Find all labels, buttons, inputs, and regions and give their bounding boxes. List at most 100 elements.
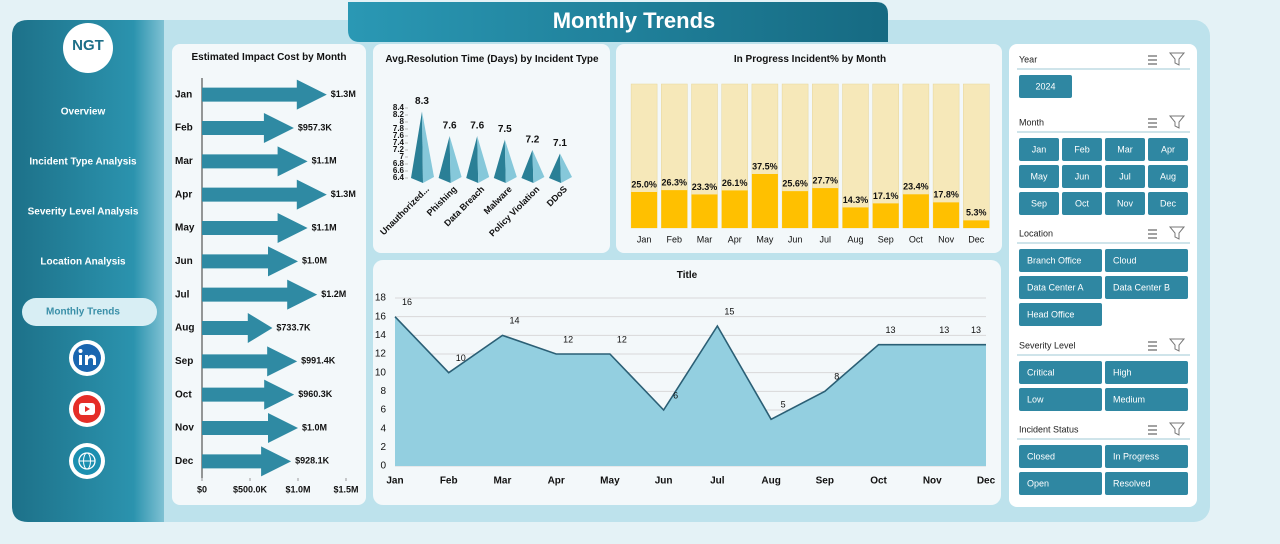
y-tick-label: 14 (375, 330, 387, 341)
slicer-button[interactable] (1105, 445, 1188, 468)
x-tick-label: Jul (820, 234, 832, 244)
slicer-button[interactable] (1105, 138, 1145, 161)
linkedin-icon[interactable] (69, 340, 105, 376)
slicer-button-label[interactable]: Mar (1117, 144, 1133, 154)
x-tick-label: Oct (909, 234, 924, 244)
slicer-button-label[interactable]: Jun (1075, 171, 1090, 181)
multi-select-icon[interactable] (1148, 55, 1157, 65)
slicer-button-label[interactable]: Apr (1161, 144, 1175, 154)
slicer-button-label[interactable]: Sep (1031, 198, 1047, 208)
y-tick-label: 7 (400, 152, 405, 161)
y-tick-label: Mar (175, 156, 193, 167)
data-label: 8 (834, 372, 839, 382)
slicer-button-label[interactable]: Resolved (1113, 478, 1151, 488)
slicer-button[interactable] (1105, 165, 1145, 188)
slicer-button[interactable] (1019, 249, 1102, 272)
data-label: $957.3K (298, 122, 333, 132)
data-label: 25.6% (782, 179, 808, 189)
slicer-button-label[interactable]: Jan (1032, 144, 1047, 154)
y-tick-label: Aug (175, 323, 194, 334)
y-tick-label: 18 (375, 293, 387, 304)
slicer-button[interactable] (1019, 276, 1102, 299)
nav-item[interactable]: Location Analysis (40, 257, 126, 268)
slicer-button-label[interactable]: Aug (1160, 171, 1176, 181)
slicer-button-label[interactable]: Data Center A (1027, 282, 1084, 292)
slicer-button-label[interactable]: Open (1027, 478, 1049, 488)
slicer-button[interactable] (1105, 192, 1145, 215)
slicer-button[interactable] (1019, 303, 1102, 326)
slicer-button-label[interactable]: Cloud (1113, 255, 1137, 265)
nav-item[interactable]: Monthly Trends (46, 307, 120, 318)
slicer-button[interactable] (1019, 165, 1059, 188)
slicer-button[interactable] (1019, 388, 1102, 411)
multi-select-icon[interactable] (1148, 341, 1157, 351)
slicer-button-label[interactable]: Medium (1113, 394, 1145, 404)
slicer-button[interactable] (1019, 472, 1102, 495)
slicer-button-label[interactable]: Oct (1075, 198, 1090, 208)
pyramid-face (493, 139, 506, 183)
slicer-button[interactable] (1062, 165, 1102, 188)
x-tick-label: Dec (977, 476, 996, 487)
slicer-button-label[interactable]: Feb (1074, 144, 1090, 154)
data-label: 16 (402, 297, 412, 307)
nav-active (22, 298, 157, 326)
slicer-button-label[interactable]: Low (1027, 394, 1044, 404)
slicer-button-label[interactable]: Head Office (1027, 309, 1074, 319)
slicer-button[interactable] (1019, 192, 1059, 215)
nav-item[interactable]: Incident Type Analysis (29, 157, 137, 168)
data-label: 26.1% (722, 178, 748, 188)
multi-select-icon[interactable] (1148, 425, 1157, 435)
chart-title: Avg.Resolution Time (Days) by Incident T… (385, 54, 599, 65)
slicer-button[interactable] (1148, 165, 1188, 188)
bar (902, 194, 929, 228)
clear-filter-icon[interactable] (1168, 338, 1186, 352)
slicer-button-label[interactable]: Nov (1117, 198, 1134, 208)
slicer-button[interactable] (1105, 472, 1188, 495)
slicer-button-label[interactable]: Dec (1160, 198, 1177, 208)
youtube-icon[interactable] (69, 391, 105, 427)
bar (631, 192, 658, 228)
bar-track (842, 83, 869, 229)
slicer-button[interactable] (1019, 75, 1072, 98)
slicer-button-label[interactable]: Data Center B (1113, 282, 1170, 292)
data-label: 12 (563, 334, 573, 344)
slicer-button[interactable] (1148, 192, 1188, 215)
slicer-button-label[interactable]: Branch Office (1027, 255, 1081, 265)
slicer-button-label[interactable]: In Progress (1113, 451, 1160, 461)
slicer-button-label[interactable]: Jul (1119, 171, 1131, 181)
multi-select-icon[interactable] (1148, 118, 1157, 128)
slicer-button-label[interactable]: May (1030, 171, 1048, 181)
slicer-button[interactable] (1105, 388, 1188, 411)
web-icon[interactable] (69, 443, 105, 479)
chart-title: Title (676, 270, 698, 281)
data-label: 5 (781, 400, 786, 410)
slicer-button[interactable] (1148, 138, 1188, 161)
clear-filter-icon[interactable] (1168, 226, 1186, 240)
data-label: $1.0M (302, 422, 327, 432)
slicer-button[interactable] (1062, 192, 1102, 215)
slicer-button-label[interactable]: Critical (1027, 367, 1055, 377)
slicer-button[interactable] (1105, 276, 1188, 299)
multi-select-icon[interactable] (1148, 229, 1157, 239)
clear-filter-icon[interactable] (1168, 52, 1186, 66)
clear-filter-icon[interactable] (1168, 115, 1186, 129)
chart-title-box: Title (676, 270, 698, 281)
nav-item[interactable]: Overview (61, 107, 106, 118)
slicer-button[interactable] (1019, 361, 1102, 384)
x-tick-label: Jan (637, 234, 652, 244)
slicer-button[interactable] (1105, 249, 1188, 272)
slicer-button[interactable] (1019, 445, 1102, 468)
clear-filter-icon[interactable] (1168, 422, 1186, 436)
slicer-button-label[interactable]: Closed (1027, 451, 1055, 461)
nav-item[interactable]: Severity Level Analysis (28, 207, 139, 218)
slicer-button[interactable] (1019, 138, 1059, 161)
pyramid (549, 153, 572, 183)
slicer-button-label[interactable]: High (1113, 367, 1132, 377)
slicer-button[interactable] (1062, 138, 1102, 161)
slicer-button-label[interactable]: 2024 (1035, 81, 1055, 91)
data-label: 12 (617, 334, 627, 344)
bar (721, 190, 748, 228)
y-tick-label: Jun (175, 256, 193, 267)
slicer-button[interactable] (1105, 361, 1188, 384)
